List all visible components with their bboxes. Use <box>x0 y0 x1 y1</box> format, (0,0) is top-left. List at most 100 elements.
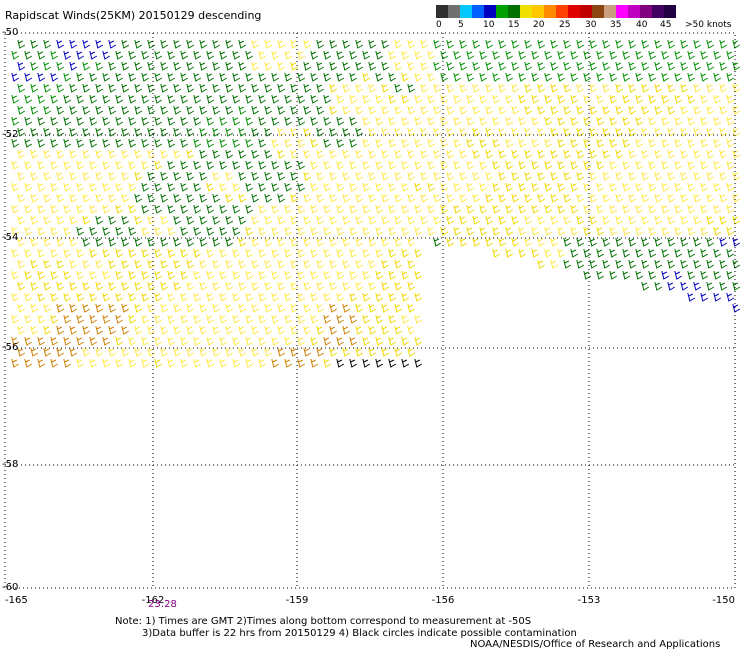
wind-barb <box>557 160 566 170</box>
latitude-label: -60 <box>2 582 18 593</box>
wind-barb <box>102 50 111 60</box>
wind-barb <box>563 259 572 269</box>
wind-barb <box>420 39 429 49</box>
wind-barb <box>121 83 130 93</box>
wind-barb <box>199 347 208 357</box>
wind-barb <box>687 116 696 126</box>
wind-barb <box>336 94 345 104</box>
wind-barb <box>329 149 338 159</box>
wind-barb <box>355 281 364 291</box>
wind-barb <box>193 94 202 104</box>
wind-barb <box>108 83 117 93</box>
wind-barb <box>50 248 59 258</box>
wind-barb <box>622 248 631 258</box>
wind-barb <box>550 215 559 225</box>
wind-barb <box>232 292 241 302</box>
wind-barb <box>693 83 702 93</box>
wind-barb <box>492 138 501 148</box>
wind-barb <box>563 193 572 203</box>
wind-barb <box>414 116 423 126</box>
wind-barb <box>180 94 189 104</box>
wind-barb <box>336 336 345 346</box>
wind-barb <box>238 149 247 159</box>
wind-barb <box>108 347 117 357</box>
wind-barb <box>11 336 20 346</box>
wind-barb <box>238 259 247 269</box>
wind-barb <box>30 61 39 71</box>
wind-barb <box>726 94 735 104</box>
wind-barb <box>30 259 39 269</box>
legend-label: 20 <box>533 20 545 30</box>
wind-barb <box>271 72 280 82</box>
wind-barb <box>466 160 475 170</box>
wind-barb <box>108 303 117 313</box>
wind-barb <box>388 358 397 368</box>
wind-barb <box>342 281 351 291</box>
wind-barb <box>323 94 332 104</box>
wind-barb <box>186 215 195 225</box>
wind-barb <box>323 226 332 236</box>
wind-barb <box>700 72 709 82</box>
wind-barb <box>297 336 306 346</box>
wind-barb <box>17 303 26 313</box>
wind-barb <box>706 83 715 93</box>
wind-barb <box>50 336 59 346</box>
wind-barb <box>726 160 735 170</box>
wind-barb <box>583 226 592 236</box>
wind-barbs <box>11 39 740 368</box>
wind-barb <box>310 182 319 192</box>
wind-barb <box>368 83 377 93</box>
wind-barb <box>303 105 312 115</box>
wind-barb <box>63 314 72 324</box>
wind-barb <box>17 237 26 247</box>
wind-barb <box>193 182 202 192</box>
wind-barb <box>544 182 553 192</box>
wind-barb <box>95 105 104 115</box>
wind-barb <box>43 149 52 159</box>
wind-barb <box>121 281 130 291</box>
wind-barb <box>706 171 715 181</box>
wind-barb <box>245 226 254 236</box>
wind-barb <box>375 292 384 302</box>
wind-barb <box>154 226 163 236</box>
wind-barb <box>329 39 338 49</box>
wind-barb <box>284 226 293 236</box>
legend-label: 35 <box>610 20 622 30</box>
wind-barb <box>622 116 631 126</box>
wind-barb <box>219 270 228 280</box>
wind-barb <box>362 358 371 368</box>
wind-barb <box>193 358 202 368</box>
wind-barb <box>251 61 260 71</box>
wind-barb <box>713 94 722 104</box>
wind-barb <box>459 61 468 71</box>
wind-barb <box>108 105 117 115</box>
wind-barb <box>700 94 709 104</box>
wind-barb <box>303 325 312 335</box>
wind-barb <box>596 116 605 126</box>
wind-barb <box>511 39 520 49</box>
wind-barb <box>323 160 332 170</box>
wind-barb <box>277 193 286 203</box>
wind-barb <box>537 193 546 203</box>
wind-barb <box>134 149 143 159</box>
wind-barb <box>56 193 65 203</box>
wind-barb <box>37 314 46 324</box>
wind-barb <box>667 215 676 225</box>
wind-barb <box>303 127 312 137</box>
wind-barb <box>368 281 377 291</box>
wind-barb <box>732 83 740 93</box>
wind-barb <box>108 127 117 137</box>
wind-barb <box>446 149 455 159</box>
wind-barb <box>284 248 293 258</box>
wind-barb <box>342 347 351 357</box>
wind-barb <box>11 314 20 324</box>
wind-barb <box>115 270 124 280</box>
wind-barb <box>199 303 208 313</box>
wind-barb <box>284 292 293 302</box>
wind-barb <box>355 61 364 71</box>
wind-barb <box>524 171 533 181</box>
wind-barb <box>394 39 403 49</box>
wind-barb <box>713 160 722 170</box>
wind-barb <box>206 248 215 258</box>
